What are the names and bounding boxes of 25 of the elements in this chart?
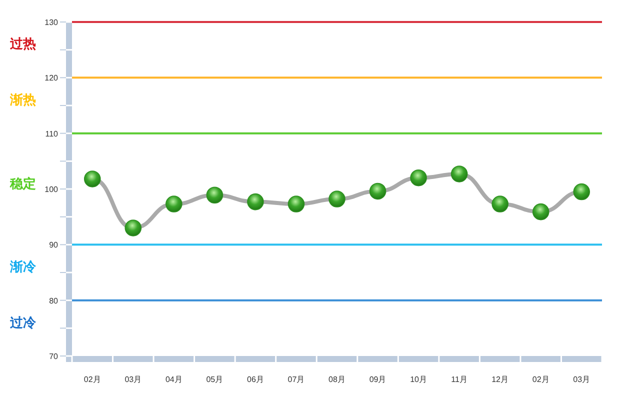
x-tick-label: 02月 <box>84 375 101 384</box>
x-tick-label: 08月 <box>328 375 346 384</box>
y-tick-label: 130 <box>44 18 59 27</box>
y-tick-label: 80 <box>49 296 59 306</box>
x-tick-label: 03月 <box>573 375 590 384</box>
x-tick-label: 05月 <box>206 375 224 384</box>
text: 过热 <box>9 36 36 51</box>
x-tick-label: 06月 <box>247 375 264 384</box>
text: 过冷 <box>9 315 37 330</box>
text: 渐热 <box>9 92 36 107</box>
x-tick-label: 12月 <box>492 375 509 384</box>
x-tick-label: 09月 <box>369 375 386 384</box>
x-tick-label: 04月 <box>165 375 182 384</box>
x-tick-label: 10月 <box>410 375 427 384</box>
x-tick-label: 03月 <box>124 375 142 384</box>
x-tick-label: 02月 <box>532 375 550 384</box>
text: 渐冷 <box>9 259 37 274</box>
x-tick-label: 07月 <box>288 375 305 384</box>
y-tick-label: 90 <box>49 240 59 250</box>
y-tick-label: 120 <box>44 74 59 83</box>
text: 稳定 <box>9 176 36 191</box>
y-tick-label: 100 <box>44 185 59 194</box>
y-tick-label: 110 <box>45 129 59 138</box>
y-tick-label: 70 <box>49 352 59 361</box>
x-tick-label: 11月 <box>451 375 468 384</box>
